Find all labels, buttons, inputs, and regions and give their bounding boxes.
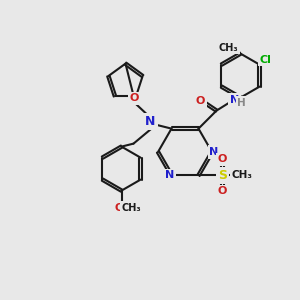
Text: O: O: [218, 154, 227, 164]
Text: CH₃: CH₃: [232, 170, 253, 180]
Text: O: O: [196, 96, 205, 106]
Text: O: O: [218, 186, 227, 197]
Text: O: O: [129, 93, 139, 103]
Text: CH₃: CH₃: [219, 43, 238, 52]
Text: H: H: [237, 98, 246, 108]
Text: Cl: Cl: [260, 55, 272, 64]
Text: S: S: [218, 169, 227, 182]
Text: N: N: [230, 94, 239, 105]
Text: CH₃: CH₃: [122, 202, 141, 213]
Text: N: N: [145, 115, 156, 128]
Text: N: N: [165, 170, 174, 180]
Text: O: O: [115, 202, 124, 213]
Text: N: N: [209, 147, 219, 157]
